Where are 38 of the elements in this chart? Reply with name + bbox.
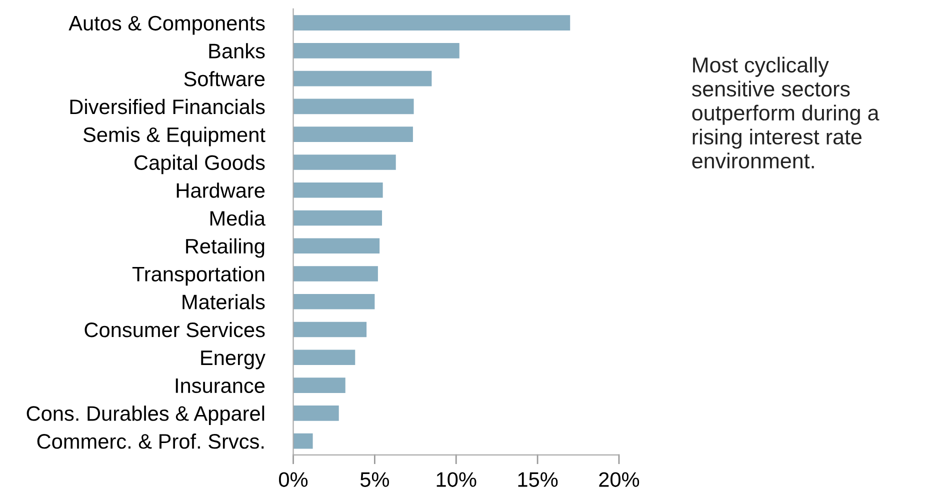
bar	[293, 154, 396, 170]
y-tick-label: Semis & Equipment	[83, 126, 266, 146]
x-tick-label: 20%	[599, 472, 640, 487]
y-tick-label: Software	[184, 71, 265, 86]
bar	[293, 70, 432, 86]
bar	[293, 182, 383, 198]
y-tick-label: Energy	[201, 350, 266, 370]
bar	[293, 294, 375, 310]
y-tick-label: Media	[210, 210, 266, 226]
bar	[293, 322, 367, 338]
y-tick-label: Insurance	[176, 378, 265, 394]
bar	[293, 433, 313, 449]
bar	[293, 43, 460, 58]
bar	[293, 238, 380, 254]
bar	[293, 210, 382, 226]
y-tick-label: Hardware	[176, 182, 265, 198]
bar	[293, 126, 413, 142]
bar	[293, 350, 356, 366]
y-tick-label: Retailing	[186, 238, 264, 258]
y-tick-label: Consumer Services	[84, 322, 265, 338]
bar	[293, 98, 414, 114]
bar	[293, 266, 378, 282]
bar	[293, 405, 339, 421]
y-tick-label: Autos & Components	[68, 16, 265, 35]
text: Most cyclically sensitive sectors outperform during a rising interest rate environment.	[692, 56, 880, 168]
x-tick-label: 0%	[279, 472, 308, 487]
x-tick-label: 5%	[360, 472, 389, 487]
y-tick-label: Cons. Durables & Apparel	[26, 406, 264, 426]
y-tick-label: Transportation	[132, 266, 264, 286]
y-tick-label: Capital Goods	[134, 154, 265, 174]
bar	[293, 15, 570, 30]
y-tick-label: Banks	[209, 43, 265, 58]
bar	[293, 378, 346, 393]
y-tick-label: Diversified Financials	[70, 98, 265, 114]
x-tick-label: 15%	[518, 472, 558, 487]
y-tick-label: Commerc. & Prof. Srvcs.	[37, 434, 264, 449]
y-tick-label: Materials	[182, 294, 265, 310]
x-tick-label: 10%	[436, 472, 476, 487]
